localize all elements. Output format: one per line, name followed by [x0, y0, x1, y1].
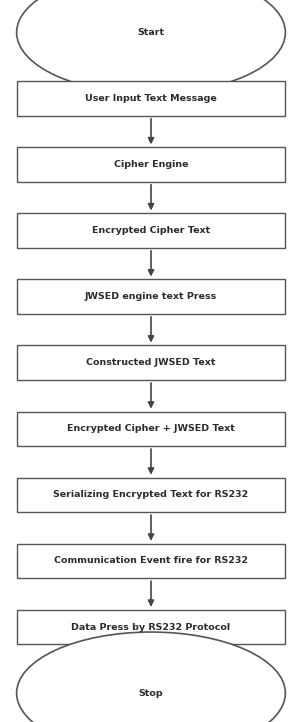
- Text: Cipher Engine: Cipher Engine: [114, 160, 188, 169]
- Bar: [17, 279, 285, 314]
- Text: Encrypted Cipher + JWSED Text: Encrypted Cipher + JWSED Text: [67, 425, 235, 433]
- Text: Data Press by RS232 Protocol: Data Press by RS232 Protocol: [72, 622, 230, 632]
- Text: Constructed JWSED Text: Constructed JWSED Text: [86, 358, 216, 367]
- Bar: [17, 82, 285, 116]
- Text: Communication Event fire for RS232: Communication Event fire for RS232: [54, 557, 248, 565]
- Bar: [17, 345, 285, 380]
- Ellipse shape: [17, 632, 285, 722]
- Text: User Input Text Message: User Input Text Message: [85, 94, 217, 103]
- Bar: [17, 609, 285, 645]
- Text: Encrypted Cipher Text: Encrypted Cipher Text: [92, 226, 210, 235]
- Ellipse shape: [17, 0, 285, 94]
- Bar: [17, 478, 285, 513]
- Bar: [17, 412, 285, 446]
- Bar: [17, 214, 285, 248]
- Text: Start: Start: [137, 28, 165, 37]
- Text: Stop: Stop: [139, 689, 163, 697]
- Bar: [17, 544, 285, 578]
- Text: Serializing Encrypted Text for RS232: Serializing Encrypted Text for RS232: [53, 490, 249, 500]
- Text: JWSED engine text Press: JWSED engine text Press: [85, 292, 217, 301]
- Bar: [17, 147, 285, 182]
